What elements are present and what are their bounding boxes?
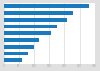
Bar	[4, 4, 89, 8]
Bar	[4, 11, 73, 15]
Bar	[4, 38, 39, 42]
Bar	[4, 45, 34, 48]
Bar	[4, 52, 28, 55]
Bar	[4, 18, 67, 22]
Bar	[4, 31, 51, 35]
Bar	[4, 25, 57, 28]
Bar	[4, 58, 22, 62]
